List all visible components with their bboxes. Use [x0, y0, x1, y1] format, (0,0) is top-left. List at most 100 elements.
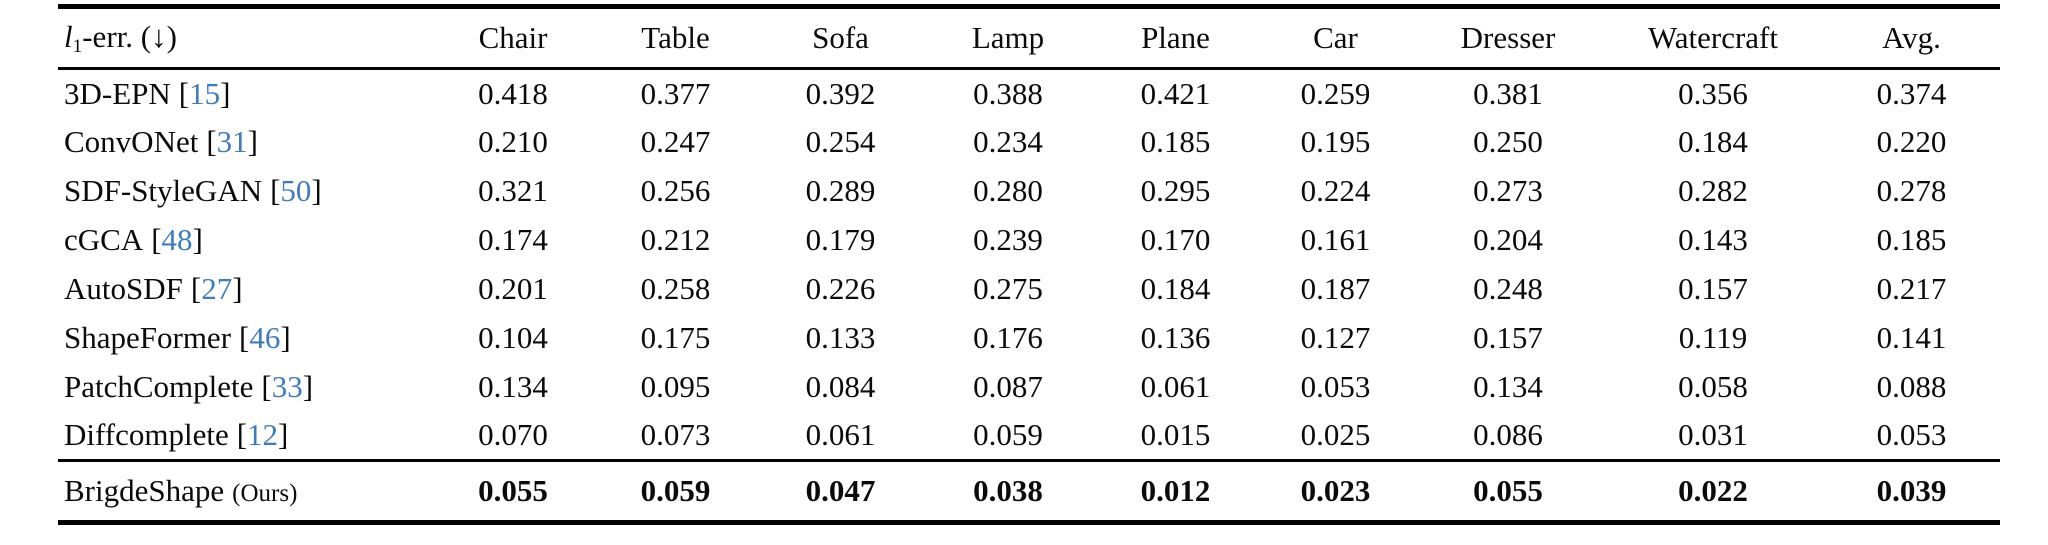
bracket-close: ] — [302, 369, 314, 404]
value-cell: 0.184 — [1678, 124, 1748, 159]
bracket-open: [ — [151, 222, 162, 257]
value-cell: 0.088 — [1876, 369, 1947, 404]
value-cell: 0.061 — [1140, 369, 1211, 404]
column-header-car: Car — [1313, 20, 1358, 55]
method-cell: ShapeFormer [46] — [58, 314, 433, 363]
value-cell: 0.059 — [973, 417, 1043, 453]
bracket-close: ] — [311, 173, 322, 208]
value-cell: 0.038 — [973, 473, 1043, 508]
metric-rest: -err. (↓) — [82, 18, 177, 54]
citation-link[interactable]: 48 — [161, 222, 193, 257]
table-row-cgca: cGCA [48] 0.174 0.212 0.179 0.239 0.170 0… — [58, 216, 2000, 265]
value-cell: 0.161 — [1300, 222, 1371, 257]
value-cell: 0.053 — [1876, 417, 1947, 453]
value-cell: 0.275 — [973, 271, 1043, 306]
bracket-close: ] — [247, 124, 258, 159]
value-cell: 0.025 — [1300, 417, 1371, 453]
value-cell: 0.224 — [1300, 173, 1371, 208]
citation-link[interactable]: 27 — [201, 271, 233, 306]
bracket-close: ] — [280, 320, 291, 355]
value-cell: 0.055 — [478, 473, 548, 508]
citation-link[interactable]: 33 — [271, 369, 303, 404]
value-cell: 0.418 — [478, 75, 548, 111]
value-cell: 0.136 — [1140, 320, 1211, 355]
method-cell: ConvONet [31] — [58, 118, 433, 167]
bracket-open: [ — [190, 271, 202, 306]
value-cell: 0.377 — [640, 75, 711, 111]
value-cell: 0.210 — [478, 124, 548, 159]
value-cell: 0.058 — [1678, 369, 1748, 404]
column-header-table: Table — [641, 20, 710, 55]
table-row-diffcomplete: Diffcomplete [12] 0.070 0.073 0.061 0.059… — [58, 412, 2000, 461]
value-cell: 0.047 — [805, 473, 876, 508]
value-cell: 0.073 — [640, 417, 711, 453]
value-cell: 0.119 — [1678, 320, 1748, 355]
value-cell: 0.134 — [478, 369, 548, 404]
bracket-close: ] — [278, 417, 289, 453]
metric-label: l1-err. (↓) — [58, 7, 433, 69]
column-header-plane: Plane — [1141, 20, 1210, 55]
table-row-shapeformer: ShapeFormer [46] 0.104 0.175 0.133 0.176 … — [58, 314, 2000, 363]
value-cell: 0.141 — [1876, 320, 1947, 355]
bracket-open: [ — [239, 320, 250, 355]
value-cell: 0.012 — [1140, 473, 1211, 508]
value-cell: 0.321 — [478, 173, 548, 208]
value-cell: 0.273 — [1473, 173, 1543, 208]
value-cell: 0.289 — [805, 173, 876, 208]
bracket-close: ] — [232, 271, 243, 306]
value-cell: 0.278 — [1876, 173, 1947, 208]
method-name: AutoSDF — [64, 271, 183, 306]
value-cell: 0.061 — [805, 417, 876, 453]
value-cell: 0.157 — [1473, 320, 1543, 355]
value-cell: 0.259 — [1300, 75, 1371, 111]
value-cell: 0.127 — [1300, 320, 1371, 355]
citation-link[interactable]: 31 — [216, 124, 248, 159]
value-cell: 0.258 — [640, 271, 711, 306]
column-header-watercraft: Watercraft — [1647, 20, 1778, 55]
method-cell: BrigdeShape (Ours) — [58, 461, 433, 523]
value-cell: 0.247 — [640, 124, 711, 159]
value-cell: 0.104 — [478, 320, 548, 355]
value-cell: 0.175 — [640, 320, 711, 355]
value-cell: 0.031 — [1678, 417, 1748, 453]
value-cell: 0.095 — [640, 369, 711, 404]
value-cell: 0.174 — [478, 222, 548, 257]
citation-link[interactable]: 50 — [280, 173, 312, 208]
bracket-open: [ — [261, 369, 272, 404]
citation-link[interactable]: 12 — [247, 417, 279, 453]
method-cell: PatchComplete [33] — [58, 363, 433, 412]
value-cell: 0.239 — [973, 222, 1043, 257]
value-cell: 0.280 — [973, 173, 1043, 208]
table-row-convonet: ConvONet [31] 0.210 0.247 0.254 0.234 0.1… — [58, 118, 2000, 167]
method-name: ConvONet — [64, 124, 199, 159]
value-cell: 0.388 — [973, 75, 1043, 111]
method-cell: 3D-EPN [15] — [58, 69, 433, 118]
value-cell: 0.295 — [1140, 173, 1211, 208]
citation: [46] — [239, 320, 291, 355]
value-cell: 0.059 — [640, 473, 711, 508]
value-cell: 0.157 — [1678, 271, 1748, 306]
table-row-ours: BrigdeShape (Ours) 0.055 0.059 0.047 0.03… — [58, 460, 2000, 523]
value-cell: 0.179 — [805, 222, 876, 257]
value-cell: 0.392 — [805, 75, 876, 111]
citation: [33] — [261, 369, 313, 404]
value-cell: 0.234 — [973, 124, 1043, 159]
value-cell: 0.133 — [805, 320, 876, 355]
value-cell: 0.087 — [973, 369, 1043, 404]
value-cell: 0.070 — [478, 417, 548, 453]
citation: [15] — [179, 76, 231, 111]
bracket-open: [ — [206, 124, 217, 159]
column-header-avg: Avg. — [1882, 20, 1941, 55]
citation-link[interactable]: 46 — [249, 320, 281, 355]
metric-symbol: l — [64, 18, 73, 54]
value-cell: 0.143 — [1678, 222, 1748, 257]
table-row-sdf-stylegan: SDF-StyleGAN [50] 0.321 0.256 0.289 0.280… — [58, 167, 2000, 216]
value-cell: 0.220 — [1876, 124, 1947, 159]
citation: [48] — [151, 222, 203, 257]
value-cell: 0.185 — [1876, 222, 1947, 257]
value-cell: 0.022 — [1678, 473, 1748, 508]
table-row-3d-epn: 3D-EPN [15] 0.418 0.377 0.392 0.388 0.421… — [58, 69, 2000, 118]
value-cell: 0.254 — [805, 124, 876, 159]
citation-link[interactable]: 15 — [189, 75, 221, 111]
